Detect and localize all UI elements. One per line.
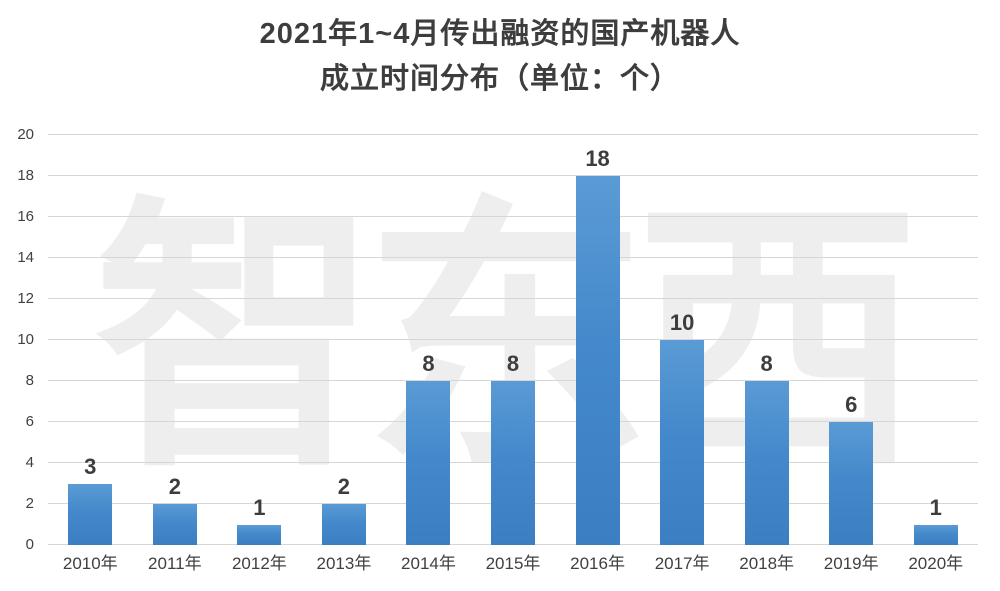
bar-value-label-2018年: 8	[760, 351, 773, 376]
bar-2020年	[913, 524, 958, 545]
x-tick-label-2019年: 2019年	[823, 554, 879, 573]
bar-column-2018年: 8	[724, 135, 809, 545]
bar-2019年	[829, 422, 874, 545]
y-tick-label-8: 8	[25, 372, 34, 389]
bar-value-label-2020年: 1	[929, 494, 942, 520]
bar-column-2020年: 1	[893, 135, 978, 545]
y-tick-label-4: 4	[25, 454, 34, 471]
bar-value-label-2016年: 18	[585, 146, 610, 171]
y-tick-label-12: 12	[17, 290, 34, 307]
bar-column-2015年: 8	[471, 135, 556, 545]
gridline-y-16	[48, 216, 978, 217]
bar-2015年	[491, 381, 535, 545]
x-tick-label-2011年: 2011年	[148, 554, 202, 573]
bar-column-2011年: 2	[133, 135, 218, 545]
chart-title-line-2: 成立时间分布（单位：个）	[319, 63, 680, 95]
y-tick-label-10: 10	[17, 331, 34, 348]
bar-2011年	[152, 504, 197, 545]
gridline-y-20	[48, 134, 978, 135]
x-tick-label-2014年: 2014年	[401, 554, 456, 573]
bar-value-label-2011年: 2	[168, 474, 181, 499]
bar-column-2010年: 3	[48, 135, 133, 545]
bar-column-2014年: 8	[386, 135, 471, 545]
x-tick-label-2018年: 2018年	[739, 554, 795, 573]
bar-column-2017年: 10	[640, 135, 725, 545]
gridline-y-10	[48, 339, 978, 340]
x-tick-label-2010年: 2010年	[62, 554, 118, 573]
chart-title-line-1: 2021年1~4月传出融资的国产机器人	[259, 18, 741, 50]
bar-2018年	[744, 381, 789, 545]
x-tick-label-2015年: 2015年	[485, 554, 541, 573]
bar-2013年	[321, 504, 366, 545]
bar-value-label-2014年: 8	[422, 351, 435, 376]
bar-2017年	[660, 340, 705, 545]
gridline-y-18	[48, 175, 978, 176]
y-axis-tick-labels: 0 2 4 6 8 10 12 14 16 18 20	[0, 126, 40, 553]
bar-value-label-2019年: 6	[845, 392, 858, 417]
bar-value-label-2012年: 1	[253, 494, 266, 520]
bar-value-label-2013年: 2	[337, 474, 351, 499]
bar-value-label-2010年: 3	[84, 453, 97, 479]
bar-2014年	[406, 381, 451, 545]
y-tick-label-0: 0	[25, 536, 34, 553]
x-tick-label-2020年: 2020年	[908, 554, 964, 573]
x-tick-label-2012年: 2012年	[231, 554, 287, 573]
bar-value-label-2015年: 8	[506, 351, 520, 376]
bar-value-label-2017年: 10	[669, 310, 695, 335]
bar-column-2012年: 1	[217, 135, 302, 545]
y-tick-label-18: 18	[17, 167, 34, 184]
x-tick-label-2017年: 2017年	[654, 554, 710, 573]
bar-2016年	[575, 176, 620, 545]
y-tick-label-14: 14	[17, 249, 34, 266]
bar-column-2013年: 2	[302, 135, 387, 545]
gridline-y-8	[48, 380, 978, 381]
bar-column-2019年: 6	[809, 135, 894, 545]
y-tick-label-16: 16	[17, 208, 34, 225]
plot-area: 3 2 1 2 8 8 18 10 8 6 1	[48, 134, 978, 545]
bars-row: 3 2 1 2 8 8 18 10 8 6 1	[48, 135, 978, 545]
x-tick-label-2016年: 2016年	[570, 554, 625, 573]
chart-title: 2021年1~4月传出融资的国产机器人 成立时间分布（单位：个）	[0, 12, 1000, 102]
x-axis-tick-labels: 2010年 2011年 2012年 2013年 2014年 2015年 2016年 2017年…	[48, 553, 978, 575]
gridline-y-14	[48, 257, 978, 258]
y-tick-label-20: 20	[17, 126, 34, 143]
bar-2010年	[68, 483, 113, 545]
y-tick-label-6: 6	[25, 413, 34, 430]
y-tick-label-2: 2	[25, 495, 34, 512]
gridline-y-12	[48, 298, 978, 299]
x-tick-label-2013年: 2013年	[316, 554, 372, 573]
bar-2012年	[237, 524, 282, 545]
bar-column-2016年: 18	[555, 135, 640, 545]
